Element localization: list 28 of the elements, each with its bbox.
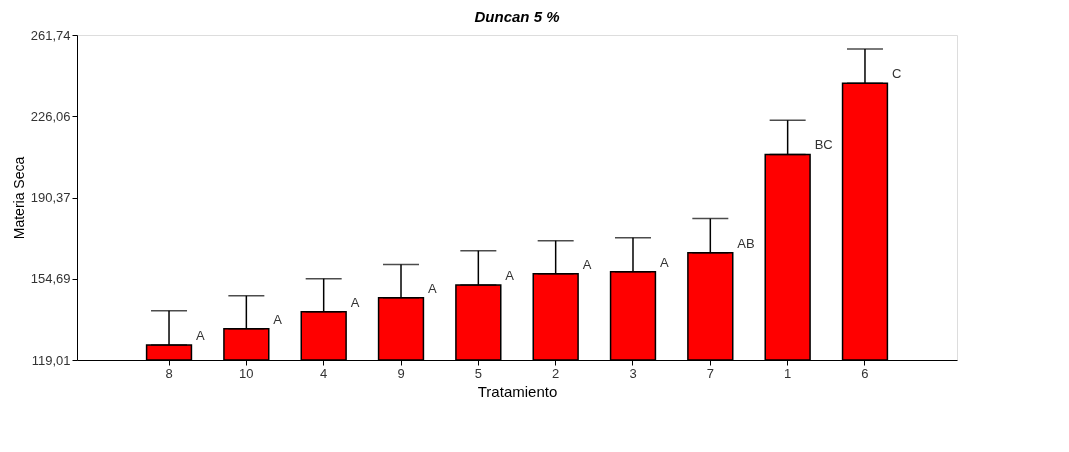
y-tick-label: 119,01 [31, 352, 71, 368]
x-tick-label: 10 [239, 365, 254, 381]
annotation: A [196, 327, 206, 343]
x-tick-label: 8 [165, 365, 173, 381]
x-tick-label: 9 [397, 365, 405, 381]
y-axis-title: Materia Seca [10, 156, 27, 240]
x-tick-label: 2 [552, 365, 560, 381]
x-tick-label: 1 [784, 365, 792, 381]
x-tick-label: 6 [861, 365, 869, 381]
annotation: A [659, 254, 669, 270]
y-tick-label: 190,37 [30, 190, 71, 206]
annotation: A [505, 267, 515, 283]
annotation: A [273, 311, 283, 327]
chart-title: Duncan 5 % [474, 8, 560, 25]
y-tick-label: 226,06 [30, 108, 71, 124]
y-tick-label: 261,74 [30, 27, 71, 43]
x-tick-label: 7 [706, 365, 714, 381]
x-axis-title: Tratamiento [477, 382, 558, 400]
annotation: A [350, 294, 360, 310]
annotation: BC [814, 137, 833, 153]
annotation: AB [737, 235, 755, 251]
annotation: A [582, 256, 592, 272]
y-tick-label: 154,69 [30, 271, 71, 287]
x-tick-label: 5 [474, 365, 482, 381]
x-tick-label: 3 [629, 365, 637, 381]
x-tick-label: 4 [320, 365, 328, 381]
annotation: C [891, 66, 902, 82]
annotation: A [428, 280, 438, 296]
